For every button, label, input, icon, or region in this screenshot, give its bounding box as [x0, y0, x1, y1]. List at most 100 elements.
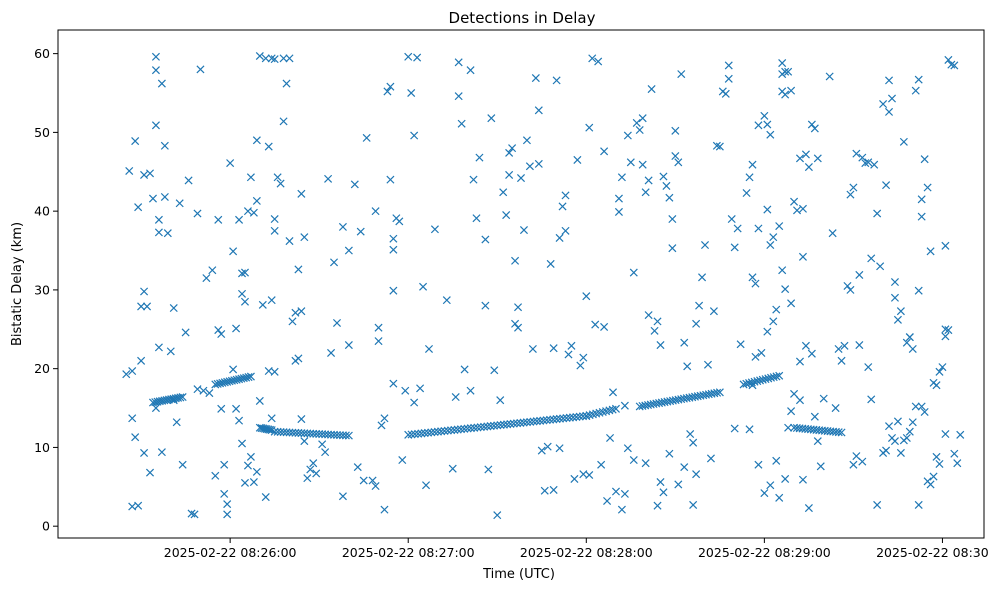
- detection-point: [617, 505, 626, 514]
- detection-point: [769, 317, 778, 326]
- detection-point: [555, 233, 564, 242]
- detection-point: [374, 337, 383, 346]
- detection-point: [798, 252, 807, 261]
- detection-point: [178, 460, 187, 469]
- detection-point: [217, 329, 226, 339]
- detection-point: [920, 155, 929, 164]
- detection-point: [279, 117, 288, 126]
- detection-point: [324, 174, 333, 183]
- detection-point: [297, 307, 306, 316]
- detection-point: [778, 266, 787, 275]
- detection-point: [810, 124, 819, 133]
- detection-point: [546, 259, 555, 268]
- detection-point: [849, 460, 858, 469]
- detection-point: [671, 126, 680, 135]
- detection-point: [255, 51, 264, 61]
- detection-point: [559, 414, 568, 423]
- detection-point: [905, 427, 914, 436]
- detection-point: [721, 89, 730, 98]
- detection-point: [460, 365, 469, 374]
- detection-point: [864, 158, 873, 167]
- detection-point: [223, 500, 232, 509]
- detection-point: [451, 392, 460, 402]
- detection-point: [638, 114, 647, 123]
- detection-point: [917, 212, 926, 221]
- detection-point: [472, 214, 481, 223]
- detection-point: [291, 308, 300, 317]
- detection-point: [437, 427, 446, 436]
- detection-point: [294, 354, 303, 363]
- detection-point: [899, 137, 908, 146]
- detection-point: [695, 301, 704, 310]
- detection-point: [733, 224, 742, 233]
- detection-point: [600, 322, 609, 331]
- detection-point: [536, 416, 545, 425]
- detection-point: [137, 302, 146, 311]
- detection-point: [846, 285, 855, 294]
- detection-point: [858, 457, 867, 466]
- detection-point: [443, 426, 452, 435]
- detection-point: [487, 114, 496, 123]
- detection-point: [558, 202, 567, 211]
- detection-point: [941, 332, 950, 341]
- detection-point: [496, 396, 505, 405]
- detection-point: [885, 422, 894, 431]
- detection-point: [514, 323, 523, 332]
- detection-point: [698, 273, 707, 282]
- detection-point: [528, 344, 537, 354]
- detection-point: [380, 414, 389, 423]
- detection-point: [680, 463, 689, 472]
- detection-point: [641, 459, 650, 468]
- detection-point: [742, 189, 751, 198]
- detection-point: [656, 341, 665, 350]
- detection-point: [689, 500, 698, 509]
- detection-point: [473, 423, 482, 432]
- detection-point: [947, 60, 956, 69]
- detection-point: [410, 398, 419, 407]
- detection-point: [154, 215, 163, 224]
- detection-point: [754, 460, 763, 469]
- detection-point: [513, 419, 522, 428]
- detection-point: [932, 452, 941, 461]
- detection-point: [775, 493, 784, 502]
- detection-point: [542, 416, 551, 425]
- detection-point: [273, 173, 282, 182]
- detection-point: [807, 349, 816, 358]
- detection-point: [267, 414, 276, 423]
- detection-point: [873, 209, 882, 218]
- detection-point: [243, 461, 252, 470]
- detection-point: [923, 183, 932, 192]
- detection-point: [837, 428, 846, 437]
- detection-point: [816, 462, 825, 471]
- detection-point: [216, 379, 225, 388]
- detection-point: [831, 404, 840, 413]
- detection-point: [638, 160, 647, 169]
- detection-point: [489, 421, 498, 430]
- detection-point: [745, 173, 754, 182]
- detection-point: [689, 438, 698, 447]
- detection-point: [329, 258, 339, 267]
- detection-point: [453, 425, 462, 434]
- detection-point: [572, 412, 581, 421]
- detection-point: [246, 173, 255, 182]
- detection-point: [677, 70, 686, 79]
- detection-point: [377, 421, 386, 430]
- y-tick-label: 30: [34, 282, 50, 297]
- detection-point: [196, 65, 205, 74]
- detection-point: [539, 416, 548, 425]
- detection-point: [166, 347, 175, 356]
- detection-point: [454, 58, 463, 67]
- detection-point: [481, 301, 490, 310]
- x-tick-label: 2025-02-22 08:27:00: [342, 545, 475, 560]
- detection-point: [715, 388, 724, 397]
- detection-point: [760, 489, 769, 498]
- detection-point: [772, 456, 781, 465]
- detection-point: [386, 175, 395, 184]
- detection-point: [240, 297, 250, 306]
- detection-point: [531, 74, 540, 83]
- detection-point: [371, 481, 380, 491]
- detection-point: [404, 430, 413, 439]
- detection-point: [285, 237, 294, 246]
- detection-point: [712, 141, 721, 150]
- detection-point: [413, 53, 422, 62]
